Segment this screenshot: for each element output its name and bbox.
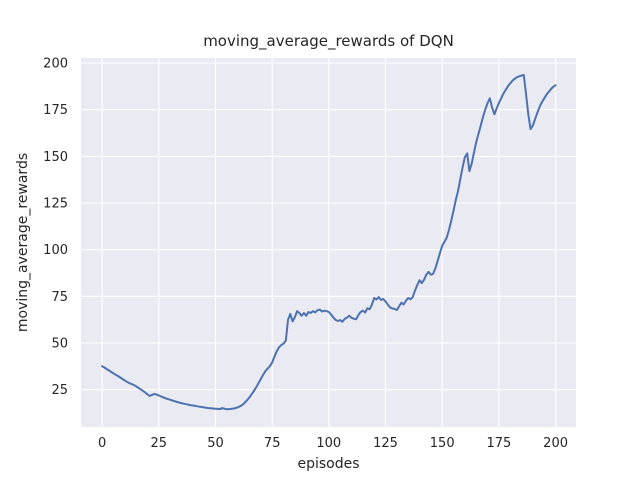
- y-tick-label: 50: [51, 337, 68, 352]
- x-tick-label: 175: [486, 436, 511, 451]
- y-tick-label: 75: [51, 290, 68, 305]
- x-tick-label: 200: [543, 436, 568, 451]
- y-tick-label: 150: [43, 150, 68, 165]
- x-tick-label: 75: [264, 436, 281, 451]
- x-tick-label: 100: [316, 436, 341, 451]
- x-tick-label: 125: [373, 436, 398, 451]
- x-tick-label: 0: [98, 436, 106, 451]
- y-tick-labels: 25 50 75 100 125 150 175 200: [43, 57, 68, 399]
- y-tick-label: 100: [43, 243, 68, 258]
- y-tick-label: 125: [43, 197, 68, 212]
- x-tick-labels: 0 25 50 75 100 125 150 175 200: [98, 436, 568, 451]
- x-tick-label: 50: [207, 436, 224, 451]
- x-tick-label: 150: [430, 436, 455, 451]
- y-tick-label: 200: [43, 57, 68, 72]
- dqn-line-series: [101, 74, 557, 411]
- x-tick-label: 25: [151, 436, 168, 451]
- y-tick-label: 25: [51, 383, 68, 398]
- y-tick-label: 175: [43, 103, 68, 118]
- y-axis-label: moving_average_rewards: [15, 153, 31, 332]
- chart-title: moving_average_rewards of DQN: [203, 32, 454, 51]
- x-axis-label: episodes: [297, 456, 359, 472]
